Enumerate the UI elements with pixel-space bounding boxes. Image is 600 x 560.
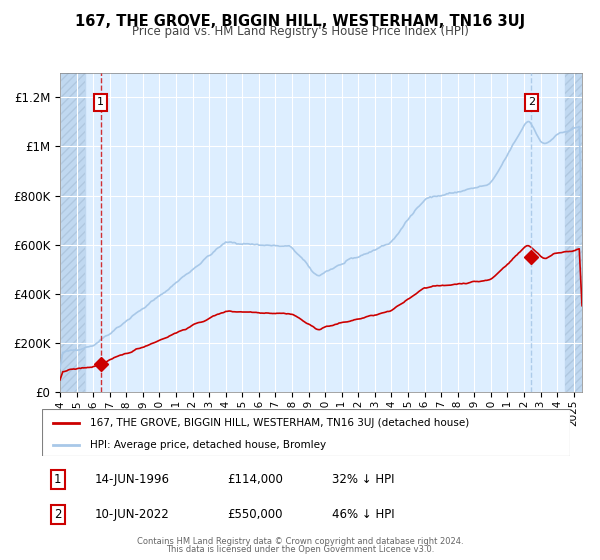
Text: 1: 1: [97, 97, 104, 108]
Text: £114,000: £114,000: [227, 473, 283, 486]
Bar: [565, 73, 582, 392]
FancyBboxPatch shape: [42, 409, 570, 456]
Text: 46% ↓ HPI: 46% ↓ HPI: [332, 508, 395, 521]
Text: 2: 2: [54, 508, 62, 521]
Text: 1: 1: [54, 473, 62, 486]
Text: 10-JUN-2022: 10-JUN-2022: [95, 508, 170, 521]
Text: 167, THE GROVE, BIGGIN HILL, WESTERHAM, TN16 3UJ: 167, THE GROVE, BIGGIN HILL, WESTERHAM, …: [75, 14, 525, 29]
Text: Price paid vs. HM Land Registry's House Price Index (HPI): Price paid vs. HM Land Registry's House …: [131, 25, 469, 38]
Text: 32% ↓ HPI: 32% ↓ HPI: [332, 473, 395, 486]
Bar: [60, 73, 85, 392]
Text: 167, THE GROVE, BIGGIN HILL, WESTERHAM, TN16 3UJ (detached house): 167, THE GROVE, BIGGIN HILL, WESTERHAM, …: [89, 418, 469, 428]
Text: 2: 2: [528, 97, 535, 108]
Bar: [60, 73, 85, 392]
Text: 14-JUN-1996: 14-JUN-1996: [95, 473, 170, 486]
Text: £550,000: £550,000: [227, 508, 282, 521]
Text: This data is licensed under the Open Government Licence v3.0.: This data is licensed under the Open Gov…: [166, 545, 434, 554]
Text: HPI: Average price, detached house, Bromley: HPI: Average price, detached house, Brom…: [89, 440, 326, 450]
Bar: [565, 73, 582, 392]
Text: Contains HM Land Registry data © Crown copyright and database right 2024.: Contains HM Land Registry data © Crown c…: [137, 537, 463, 546]
